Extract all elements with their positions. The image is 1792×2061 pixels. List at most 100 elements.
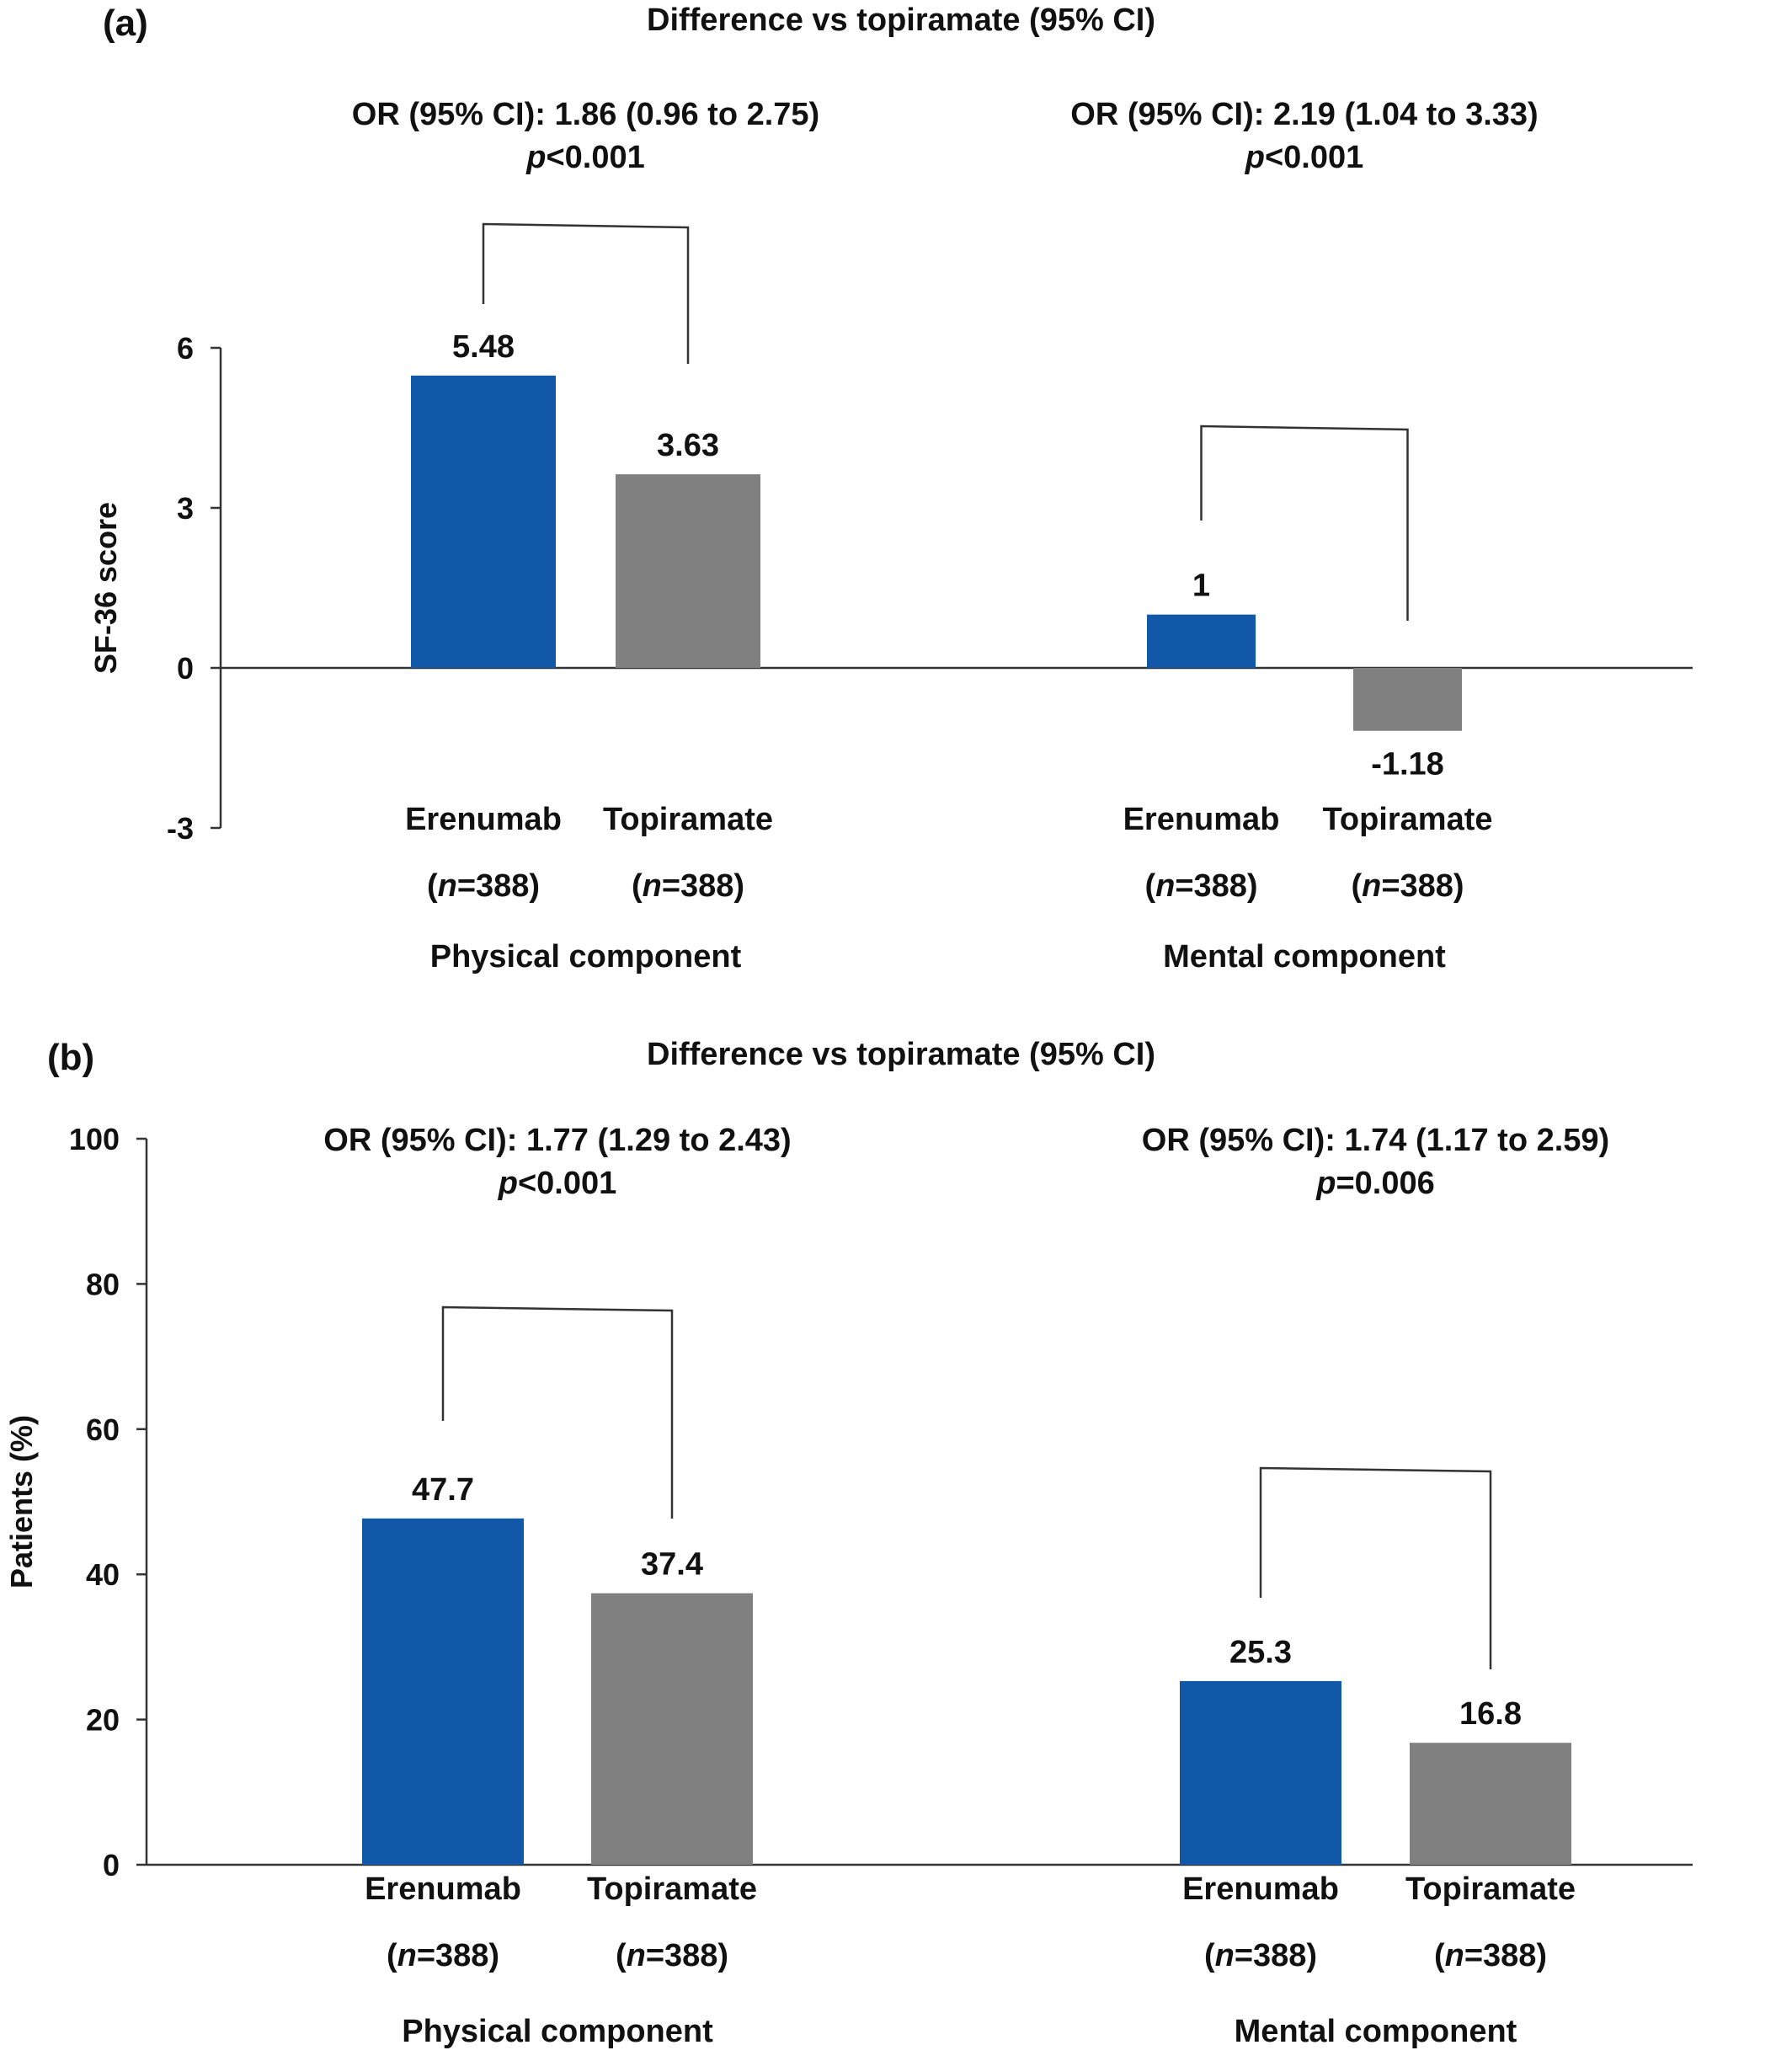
bar-erenumab: [362, 1518, 524, 1865]
bar-value-label: 3.63: [657, 428, 719, 463]
sample-size-label-part-3: ): [1306, 1938, 1317, 1973]
p-value-label: p<0.001: [1245, 140, 1364, 175]
sample-size-label: (n=388): [427, 868, 540, 904]
panel-label: (a): [103, 3, 148, 44]
p-value-label-part-0: p: [1315, 1166, 1336, 1201]
odds-ratio-label: OR (95% CI): 1.77 (1.29 to 2.43): [323, 1123, 791, 1158]
sample-size-label-part-2: =388: [1235, 1938, 1307, 1973]
sample-size-label-part-2: =388: [1381, 868, 1453, 904]
bar-value-label: 16.8: [1459, 1696, 1522, 1732]
y-axis-label: SF-36 score: [88, 502, 123, 674]
sample-size-label-part-0: (: [1351, 868, 1362, 904]
category-label: Topiramate: [587, 1871, 757, 1907]
chart-title: Difference vs topiramate (95% CI): [647, 1037, 1155, 1072]
sample-size-label-part-3: ): [1536, 1938, 1547, 1973]
bar-value-label: 1: [1192, 569, 1210, 604]
y-tick-label: 80: [86, 1267, 120, 1301]
sample-size-label-part-2: =388: [1175, 868, 1247, 904]
sample-size-label-part-3: ): [488, 1938, 499, 1973]
chart-title: Difference vs topiramate (95% CI): [647, 3, 1155, 38]
sample-size-label-part-1: n: [1155, 868, 1175, 904]
category-label: Erenumab: [1182, 1871, 1339, 1907]
bar-value-label: 47.7: [412, 1472, 474, 1508]
bar-value-label: 37.4: [641, 1547, 703, 1583]
comparison-bracket: [1259, 1466, 1492, 1669]
y-tick-label: -3: [167, 811, 194, 846]
bar-value-label: -1.18: [1371, 747, 1444, 782]
y-tick-label: 40: [86, 1557, 120, 1592]
sample-size-label-part-2: =388: [662, 868, 734, 904]
sample-size-label: (n=388): [1144, 868, 1257, 904]
sample-size-label-part-2: =388: [1464, 1938, 1537, 1973]
sample-size-label-part-3: ): [733, 868, 744, 904]
sample-size-label-part-3: ): [717, 1938, 728, 1973]
y-tick-label: 0: [103, 1848, 120, 1882]
sample-size-label: (n=388): [616, 1938, 728, 1973]
category-label: Topiramate: [1405, 1871, 1576, 1907]
sample-size-label-part-0: (: [616, 1938, 627, 1973]
sample-size-label-part-0: (: [387, 1938, 397, 1973]
bar-value-label: 25.3: [1229, 1635, 1292, 1670]
comparison-bracket: [441, 1305, 674, 1519]
group-label: Mental component: [1163, 939, 1446, 974]
y-tick-label: 0: [177, 651, 194, 686]
sample-size-label-part-0: (: [1204, 1938, 1215, 1973]
sample-size-label-part-1: n: [643, 868, 662, 904]
comparison-bracket: [1200, 424, 1409, 621]
sample-size-label-part-1: n: [438, 868, 457, 904]
bar-erenumab: [411, 375, 556, 668]
p-value-label: p=0.006: [1315, 1166, 1435, 1201]
p-value-label-part-1: <0.001: [518, 1166, 616, 1201]
sample-size-label-part-0: (: [1144, 868, 1155, 904]
sample-size-label-part-0: (: [1434, 1938, 1445, 1973]
bar-topiramate: [1353, 668, 1462, 731]
category-label: Erenumab: [1123, 802, 1280, 837]
bar-erenumab: [1180, 1680, 1341, 1865]
y-tick-label: 6: [177, 331, 194, 366]
bar-erenumab: [1147, 614, 1256, 668]
sample-size-label: (n=388): [1351, 868, 1464, 904]
bar-topiramate: [616, 474, 760, 668]
p-value-label: p<0.001: [525, 140, 645, 175]
category-label: Topiramate: [1322, 802, 1492, 837]
sample-size-label-part-3: ): [1453, 868, 1464, 904]
bar-topiramate: [591, 1593, 753, 1865]
group-label: Mental component: [1235, 2014, 1517, 2049]
sample-size-label: (n=388): [1204, 1938, 1317, 1973]
sample-size-label-part-1: n: [1215, 1938, 1235, 1973]
sample-size-label-part-1: n: [627, 1938, 646, 1973]
y-tick-label: 60: [86, 1412, 120, 1447]
odds-ratio-label: OR (95% CI): 1.86 (0.96 to 2.75): [352, 97, 819, 132]
sample-size-label-part-1: n: [397, 1938, 417, 1973]
y-tick-label: 3: [177, 491, 194, 526]
sample-size-label-part-2: =388: [457, 868, 530, 904]
p-value-label: p<0.001: [498, 1166, 617, 1201]
bar-value-label: 5.48: [452, 329, 515, 365]
p-value-label-part-0: p: [525, 140, 546, 175]
sample-size-label-part-0: (: [632, 868, 643, 904]
category-label: Erenumab: [405, 802, 562, 837]
p-value-label-part-1: <0.001: [546, 140, 644, 175]
y-axis-label: Patients (%): [4, 1415, 39, 1588]
p-value-label-part-0: p: [1245, 140, 1265, 175]
sample-size-label-part-3: ): [529, 868, 540, 904]
group-label: Physical component: [402, 2014, 713, 2049]
sample-size-label: (n=388): [632, 868, 744, 904]
p-value-label-part-1: =0.006: [1336, 1166, 1434, 1201]
sample-size-label-part-2: =388: [417, 1938, 489, 1973]
y-tick-label: 20: [86, 1703, 120, 1738]
sample-size-label-part-0: (: [427, 868, 438, 904]
panel-label: (b): [47, 1037, 94, 1078]
y-tick-label: 100: [69, 1122, 120, 1156]
sample-size-label-part-1: n: [1445, 1938, 1464, 1973]
category-label: Topiramate: [603, 802, 773, 837]
odds-ratio-label: OR (95% CI): 1.74 (1.17 to 2.59): [1142, 1123, 1609, 1158]
sample-size-label-part-1: n: [1362, 868, 1381, 904]
sample-size-label: (n=388): [1434, 1938, 1547, 1973]
comparison-bracket: [482, 222, 690, 364]
category-label: Erenumab: [365, 1871, 521, 1907]
p-value-label-part-0: p: [498, 1166, 518, 1201]
bar-topiramate: [1410, 1743, 1571, 1865]
group-label: Physical component: [430, 939, 742, 974]
